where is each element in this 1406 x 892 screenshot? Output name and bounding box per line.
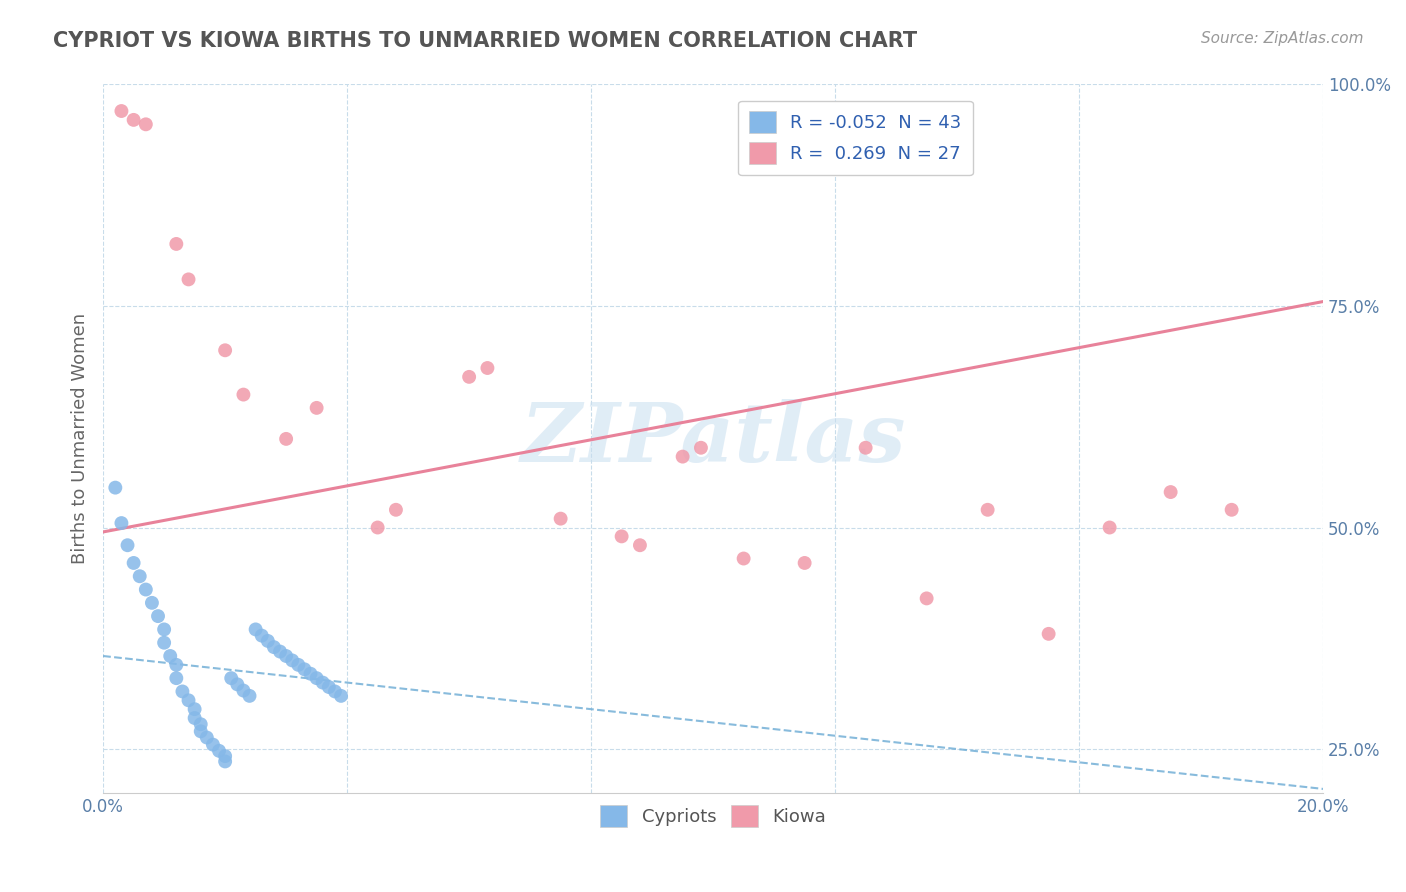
Point <box>214 749 236 764</box>
Point <box>477 361 499 376</box>
Point <box>135 582 157 597</box>
Point <box>690 441 713 455</box>
Point <box>263 640 285 654</box>
Point <box>201 738 224 752</box>
Point <box>367 520 389 534</box>
Point <box>195 731 218 745</box>
Point <box>610 529 633 543</box>
Point <box>269 644 291 658</box>
Point <box>299 666 322 681</box>
Point <box>276 648 298 663</box>
Point <box>793 556 815 570</box>
Point <box>165 657 187 672</box>
Point <box>146 609 169 624</box>
Point <box>672 450 695 464</box>
Point <box>330 689 353 703</box>
Point <box>208 744 231 758</box>
Point <box>245 623 267 637</box>
Text: Source: ZipAtlas.com: Source: ZipAtlas.com <box>1201 31 1364 46</box>
Point <box>172 684 194 698</box>
Point <box>226 677 249 691</box>
Point <box>915 591 938 606</box>
Point <box>250 629 273 643</box>
Point <box>256 634 278 648</box>
Point <box>276 432 298 446</box>
Point <box>165 671 187 685</box>
Point <box>190 724 212 739</box>
Point <box>177 693 200 707</box>
Point <box>232 683 254 698</box>
Point <box>1220 503 1243 517</box>
Point <box>183 711 205 725</box>
Point <box>855 441 877 455</box>
Point <box>323 684 346 698</box>
Legend: Cypriots, Kiowa: Cypriots, Kiowa <box>593 797 834 834</box>
Point <box>318 680 340 694</box>
Point <box>550 511 572 525</box>
Point <box>294 662 316 676</box>
Point <box>214 755 236 769</box>
Point <box>287 657 309 672</box>
Point <box>104 481 127 495</box>
Point <box>183 702 205 716</box>
Point <box>177 272 200 286</box>
Point <box>153 636 176 650</box>
Point <box>165 236 187 251</box>
Point <box>141 596 163 610</box>
Point <box>219 671 242 685</box>
Point <box>385 503 408 517</box>
Point <box>110 103 132 118</box>
Point <box>628 538 651 552</box>
Point <box>238 689 260 703</box>
Point <box>214 343 236 358</box>
Point <box>190 717 212 731</box>
Point <box>128 569 150 583</box>
Point <box>1098 520 1121 534</box>
Point <box>122 112 145 127</box>
Point <box>232 387 254 401</box>
Point <box>1038 627 1060 641</box>
Point <box>458 369 481 384</box>
Point <box>1160 485 1182 500</box>
Point <box>117 538 139 552</box>
Point <box>159 648 181 663</box>
Point <box>110 516 132 530</box>
Point <box>305 401 328 415</box>
Point <box>281 653 304 667</box>
Point <box>733 551 755 566</box>
Point <box>312 675 335 690</box>
Point <box>122 556 145 570</box>
Point <box>135 117 157 131</box>
Point <box>153 623 176 637</box>
Text: CYPRIOT VS KIOWA BIRTHS TO UNMARRIED WOMEN CORRELATION CHART: CYPRIOT VS KIOWA BIRTHS TO UNMARRIED WOM… <box>53 31 918 51</box>
Point <box>305 671 328 685</box>
Text: ZIPatlas: ZIPatlas <box>520 399 905 479</box>
Y-axis label: Births to Unmarried Women: Births to Unmarried Women <box>72 313 89 565</box>
Point <box>976 503 998 517</box>
